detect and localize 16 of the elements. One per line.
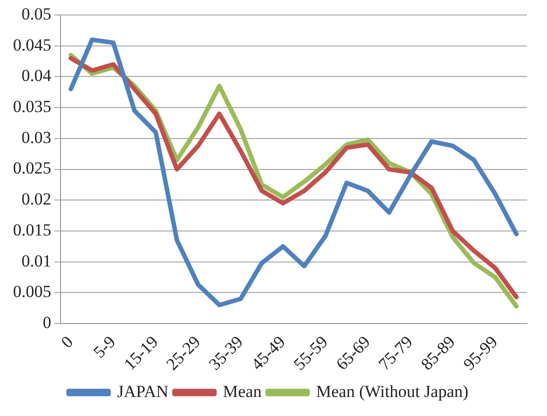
y-tick-label: 0.005 xyxy=(13,282,52,302)
y-tick-label: 0.045 xyxy=(13,35,52,54)
legend-label: Mean (Without Japan) xyxy=(316,382,468,401)
y-tick-label: 0.04 xyxy=(22,66,52,86)
y-tick-label: 0.025 xyxy=(13,158,52,178)
y-tick-label: 0 xyxy=(42,313,52,332)
y-tick-label: 0.05 xyxy=(22,4,52,24)
legend-label: Mean xyxy=(222,382,262,401)
x-tick-label: 5-9 xyxy=(90,332,120,362)
y-tick-label: 0.03 xyxy=(22,128,52,147)
y-tick-label: 0.02 xyxy=(22,190,52,209)
y-tick-label: 0.01 xyxy=(22,251,52,270)
y-tick-label: 0.015 xyxy=(13,220,52,240)
x-tick-label: 0 xyxy=(57,332,77,352)
y-tick-label: 0.035 xyxy=(13,97,52,116)
legend-label: JAPAN xyxy=(117,382,168,401)
